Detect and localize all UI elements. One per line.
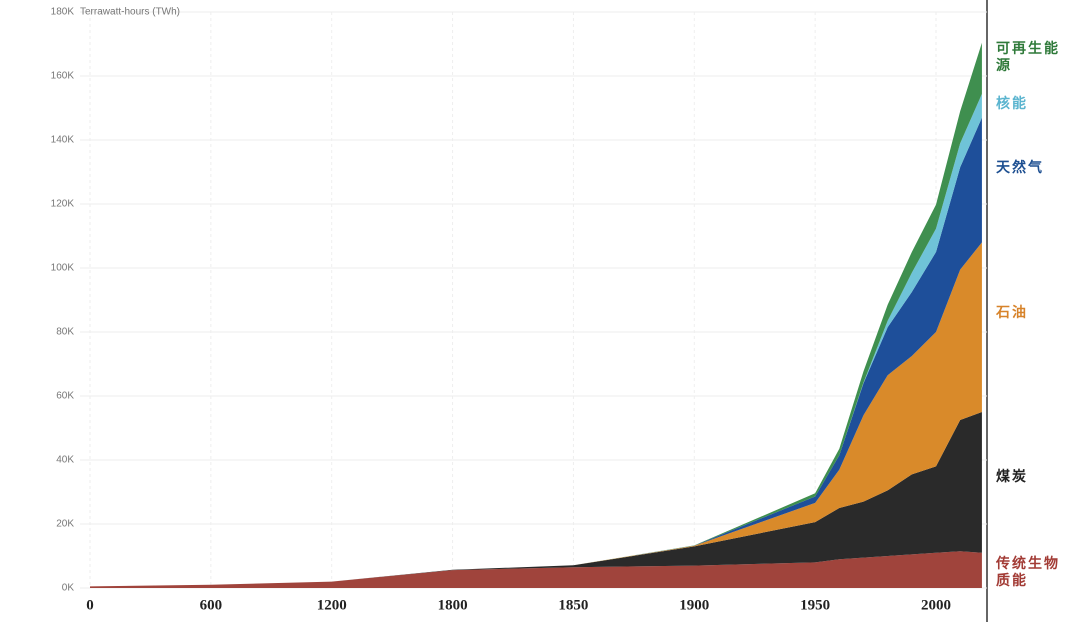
y-tick-label: 180K bbox=[51, 7, 75, 18]
y-tick-label: 120K bbox=[51, 199, 75, 210]
y-tick-label: 100K bbox=[51, 263, 75, 274]
y-tick-label: 140K bbox=[51, 135, 75, 146]
legend-label: 煤炭 bbox=[996, 469, 1028, 485]
x-tick-label: 1900 bbox=[679, 597, 709, 613]
y-axis-label: Terrawatt-hours (TWh) bbox=[80, 7, 180, 18]
y-tick-label: 60K bbox=[56, 391, 74, 402]
legend-label: 可再生能源 bbox=[996, 41, 1060, 74]
legend-label: 石油 bbox=[996, 305, 1028, 321]
x-tick-label: 1200 bbox=[317, 597, 347, 613]
legend-label: 天然气 bbox=[996, 160, 1044, 176]
x-tick-label: 2000 bbox=[921, 597, 951, 613]
y-tick-label: 160K bbox=[51, 71, 75, 82]
area bbox=[90, 412, 982, 587]
x-tick-label: 1850 bbox=[558, 597, 588, 613]
y-tick-label: 40K bbox=[56, 455, 74, 466]
x-tick-label: 1950 bbox=[800, 597, 830, 613]
y-tick-label: 20K bbox=[56, 519, 74, 530]
y-tick-label: 80K bbox=[56, 327, 74, 338]
x-tick-label: 1800 bbox=[438, 597, 468, 613]
y-tick-label: 0K bbox=[62, 583, 75, 594]
legend-label: 传统生物质能 bbox=[996, 556, 1060, 589]
area bbox=[90, 551, 982, 588]
x-tick-label: 0 bbox=[86, 597, 94, 613]
legend-label: 核能 bbox=[996, 96, 1028, 112]
x-tick-label: 600 bbox=[200, 597, 223, 613]
